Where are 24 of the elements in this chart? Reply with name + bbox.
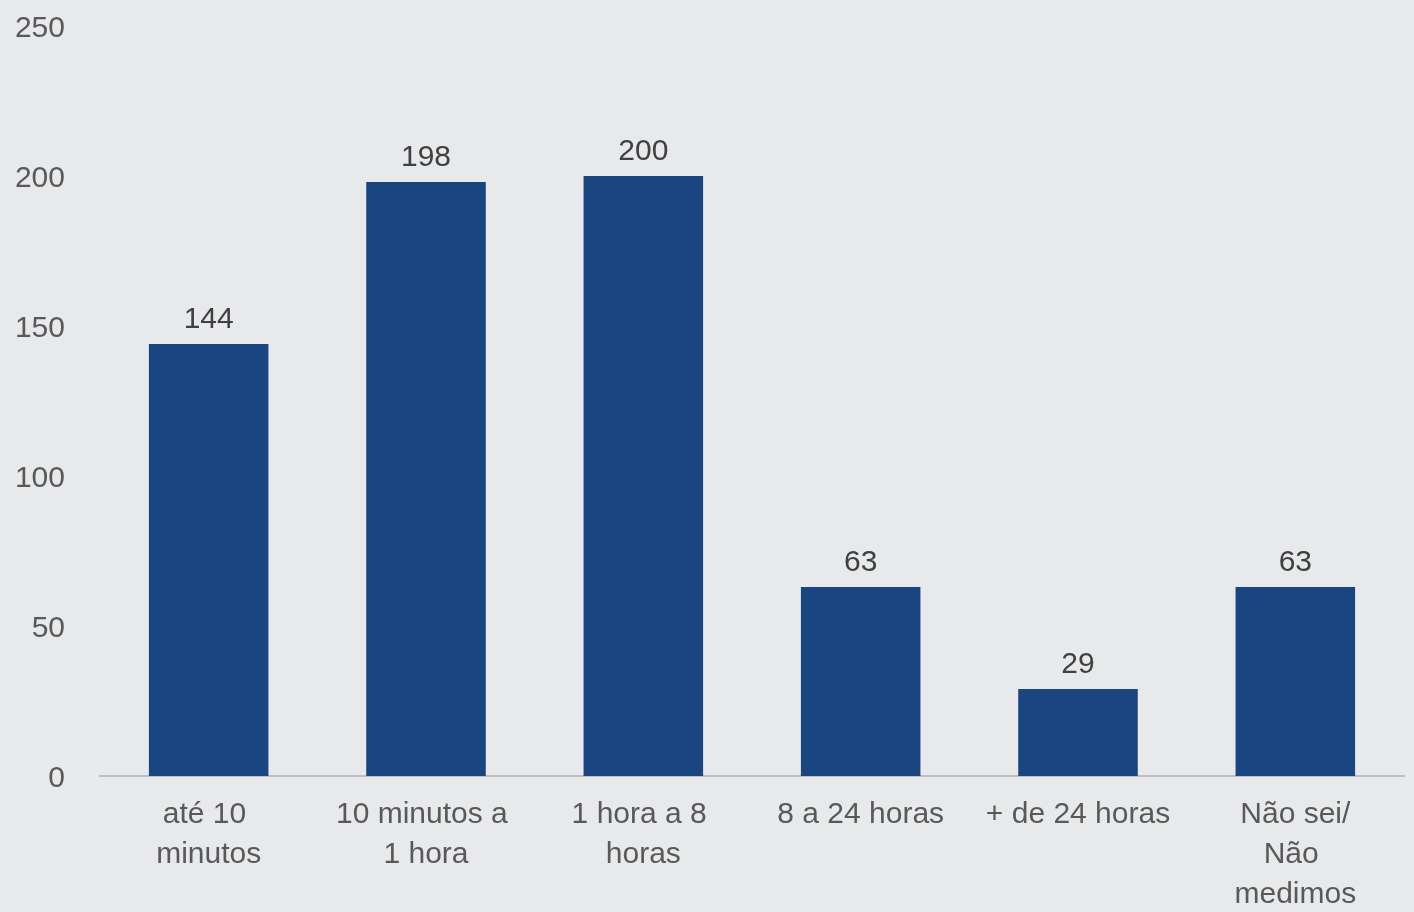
y-tick-label: 150 [14,309,65,343]
x-tick-label: + de 24 horas [985,795,1171,829]
data-label: 29 [1061,645,1095,679]
bar [1018,689,1138,776]
data-label: 144 [183,300,234,334]
data-label: 200 [618,132,669,166]
data-label: 198 [400,138,452,172]
x-tick-label: Não sei/Não medimos [1234,795,1357,909]
x-tick-label: 1 hora a 8 horas [571,795,716,869]
bar [1235,587,1356,776]
x-tick-label: 10 minutos a 1 hora [335,795,517,869]
bar [148,344,269,776]
y-tick-label: 200 [14,159,65,193]
x-tick-label: até 10 minutos [156,795,262,869]
bar [366,182,486,776]
y-tick-label: 100 [14,459,65,493]
data-label: 63 [1278,543,1313,577]
bar [583,176,704,776]
data-label: 63 [843,543,878,577]
bar [800,587,921,776]
y-tick-label: 250 [14,9,65,43]
x-tick-label: 8 a 24 horas [777,795,945,829]
y-tick-label: 0 [48,759,65,793]
y-tick-label: 50 [31,609,65,643]
